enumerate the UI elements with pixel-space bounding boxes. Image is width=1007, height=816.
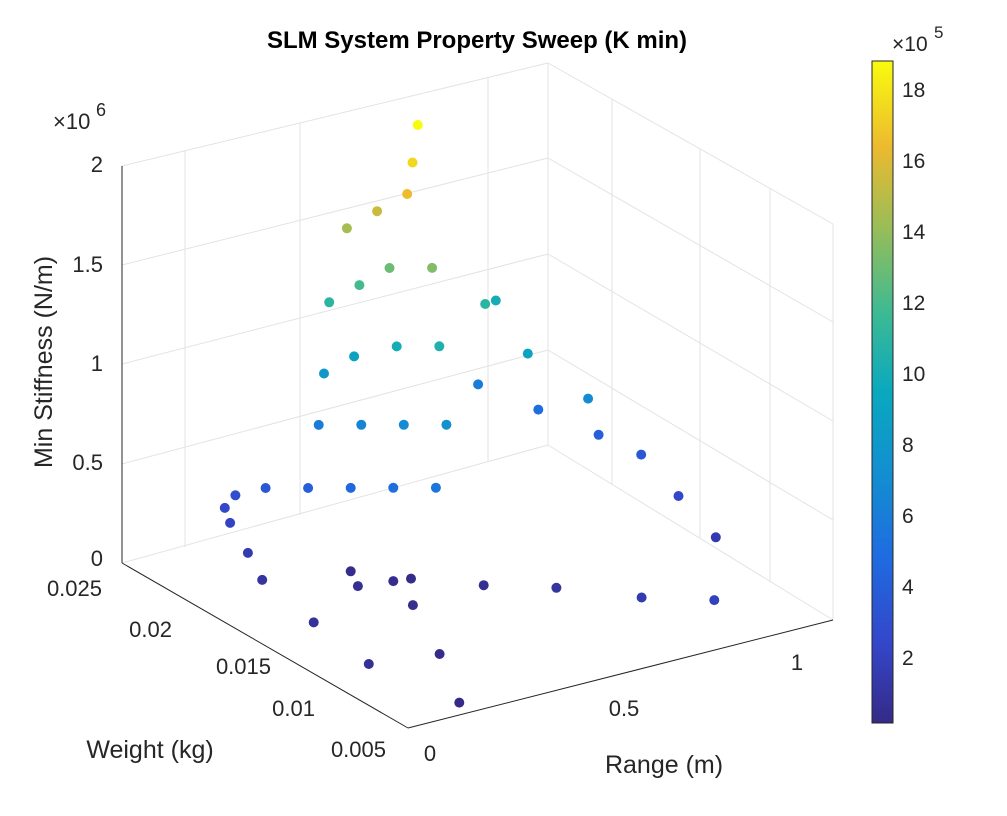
x-tick-label: 0.5 bbox=[609, 696, 640, 721]
data-point bbox=[225, 517, 236, 528]
back-grid-panes bbox=[121, 62, 834, 621]
data-point bbox=[313, 419, 324, 430]
data-point bbox=[352, 581, 363, 592]
z-axis: ×10 6 0 0.5 1 1.5 2 Min Stiffness (N/m) bbox=[30, 100, 106, 571]
scatter-points bbox=[219, 120, 721, 708]
colorbar-tick-label: 2 bbox=[902, 647, 914, 670]
data-point bbox=[593, 429, 604, 440]
data-point bbox=[324, 297, 335, 308]
data-point bbox=[407, 157, 418, 168]
data-point bbox=[636, 449, 647, 460]
data-point bbox=[384, 263, 395, 273]
data-point bbox=[398, 419, 409, 430]
data-point bbox=[490, 295, 501, 306]
chart-title: SLM System Property Sweep (K min) bbox=[267, 27, 687, 54]
colorbar-gradient bbox=[871, 60, 894, 724]
data-point bbox=[710, 532, 721, 543]
y-tick-label: 0.005 bbox=[331, 737, 386, 762]
data-point bbox=[441, 419, 452, 430]
data-point bbox=[673, 491, 684, 501]
colorbar-exponent-times: ×10 bbox=[892, 33, 928, 56]
z-axis-label: Min Stiffness (N/m) bbox=[30, 256, 58, 468]
data-point bbox=[363, 659, 374, 669]
y-tick-label: 0.02 bbox=[129, 617, 172, 642]
data-point bbox=[636, 592, 647, 603]
colorbar-tick-label: 14 bbox=[902, 221, 926, 244]
data-point bbox=[406, 573, 416, 584]
colorbar-tick-label: 6 bbox=[902, 505, 914, 528]
colorbar-tick-label: 10 bbox=[902, 363, 925, 386]
data-point bbox=[427, 262, 438, 273]
data-point bbox=[230, 490, 241, 501]
data-point bbox=[434, 649, 445, 659]
x-axis-label: Range (m) bbox=[605, 751, 723, 779]
axis-edge-lines bbox=[121, 166, 834, 729]
x-axis: 0 0.5 1 Range (m) bbox=[424, 650, 803, 779]
colorbar-tick-label: 8 bbox=[902, 434, 914, 457]
y-axis: 0.025 0.02 0.015 0.01 0.005 Weight (kg) bbox=[47, 576, 386, 764]
z-tick-label: 1 bbox=[91, 351, 103, 376]
data-point bbox=[349, 351, 360, 362]
data-point bbox=[473, 379, 484, 390]
data-point bbox=[583, 393, 594, 404]
data-point bbox=[533, 404, 544, 415]
colorbar-tick-label: 4 bbox=[902, 576, 914, 599]
data-point bbox=[345, 566, 356, 577]
data-point bbox=[219, 502, 230, 513]
data-point bbox=[388, 576, 399, 587]
data-point bbox=[319, 368, 329, 379]
data-point bbox=[391, 341, 402, 352]
data-point bbox=[551, 582, 562, 593]
colorbar-tick-label: 16 bbox=[902, 150, 925, 173]
x-tick-label: 0 bbox=[424, 741, 436, 766]
y-axis-label: Weight (kg) bbox=[86, 736, 213, 764]
y-tick-label: 0.015 bbox=[216, 654, 271, 679]
data-point bbox=[480, 299, 491, 309]
data-point bbox=[356, 419, 367, 430]
y-tick-label: 0.01 bbox=[272, 696, 315, 721]
data-point bbox=[434, 341, 445, 352]
data-point bbox=[709, 595, 720, 606]
data-point bbox=[354, 280, 365, 291]
data-point bbox=[388, 482, 399, 493]
z-exponent-times: ×10 bbox=[53, 109, 90, 134]
data-point bbox=[308, 617, 319, 628]
data-point bbox=[478, 580, 489, 591]
axes-box bbox=[121, 62, 834, 729]
data-point bbox=[522, 348, 533, 359]
colorbar-tick-label: 12 bbox=[902, 292, 925, 315]
data-point bbox=[430, 482, 441, 493]
z-tick-label: 1.5 bbox=[72, 252, 103, 277]
colorbar-tick-label: 18 bbox=[902, 79, 925, 102]
z-tick-label: 0.5 bbox=[72, 450, 103, 475]
data-point bbox=[341, 223, 352, 234]
data-point bbox=[412, 120, 423, 130]
z-exponent: 6 bbox=[96, 100, 106, 120]
data-point bbox=[372, 206, 383, 217]
data-point bbox=[303, 483, 314, 493]
data-point bbox=[345, 482, 356, 493]
data-point bbox=[407, 600, 418, 611]
y-tick-label: 0.025 bbox=[47, 576, 102, 601]
z-tick-label: 2 bbox=[91, 152, 103, 177]
data-point bbox=[454, 697, 465, 708]
data-point bbox=[242, 547, 253, 558]
data-point bbox=[260, 483, 271, 493]
colorbar: ×10 5 2 4 6 8 10 12 14 16 18 bbox=[871, 23, 943, 724]
back-gridlines bbox=[121, 62, 834, 621]
colorbar-exponent: 5 bbox=[934, 23, 943, 42]
z-tick-label: 0 bbox=[91, 546, 103, 571]
data-point bbox=[257, 574, 268, 585]
x-tick-label: 1 bbox=[791, 650, 803, 675]
data-point bbox=[402, 189, 413, 199]
